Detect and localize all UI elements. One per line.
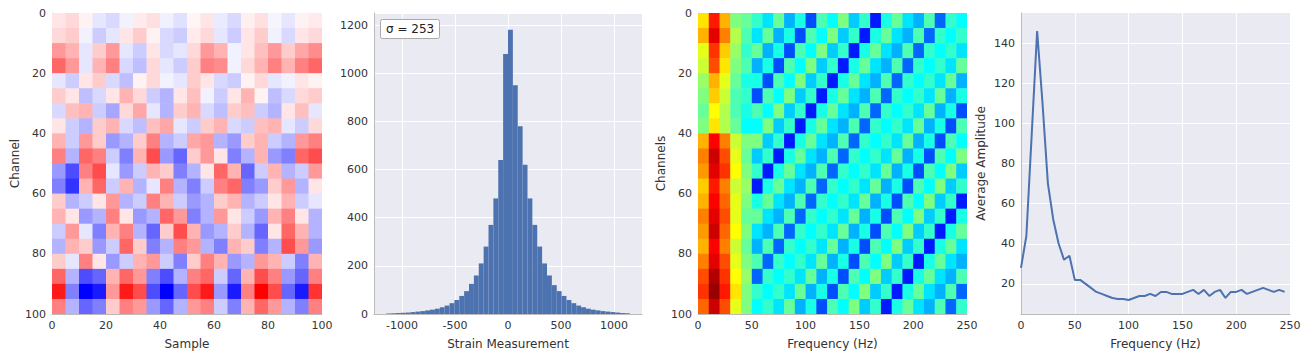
svg-text:0: 0 (49, 319, 56, 332)
svg-text:Frequency (Hz): Frequency (Hz) (1110, 337, 1201, 351)
svg-text:60: 60 (32, 187, 46, 200)
svg-text:-500: -500 (443, 319, 468, 332)
svg-text:60: 60 (678, 187, 692, 200)
svg-text:Frequency (Hz): Frequency (Hz) (787, 337, 878, 351)
svg-text:50: 50 (1068, 319, 1082, 332)
svg-text:σ = 253: σ = 253 (386, 22, 434, 36)
svg-text:0: 0 (695, 319, 702, 332)
svg-text:200: 200 (1226, 319, 1247, 332)
svg-text:200: 200 (903, 319, 924, 332)
svg-text:1200: 1200 (340, 19, 368, 32)
svg-text:40: 40 (678, 127, 692, 140)
svg-text:20: 20 (678, 67, 692, 80)
svg-text:200: 200 (347, 259, 368, 272)
svg-text:80: 80 (32, 247, 46, 260)
svg-text:150: 150 (1172, 319, 1193, 332)
svg-text:100: 100 (1118, 319, 1139, 332)
svg-text:140: 140 (994, 37, 1015, 50)
svg-text:Channel: Channel (8, 139, 22, 188)
svg-text:800: 800 (347, 115, 368, 128)
svg-text:100: 100 (25, 308, 46, 321)
svg-text:60: 60 (207, 319, 221, 332)
svg-text:20: 20 (1001, 277, 1015, 290)
svg-text:80: 80 (261, 319, 275, 332)
svg-text:0: 0 (361, 308, 368, 321)
svg-text:20: 20 (99, 319, 113, 332)
svg-text:150: 150 (849, 319, 870, 332)
svg-text:20: 20 (32, 67, 46, 80)
svg-text:-1000: -1000 (386, 319, 418, 332)
svg-text:80: 80 (1001, 157, 1015, 170)
svg-text:40: 40 (153, 319, 167, 332)
svg-text:1000: 1000 (600, 319, 628, 332)
svg-text:0: 0 (505, 319, 512, 332)
svg-text:Strain Measurement: Strain Measurement (447, 337, 569, 351)
svg-text:Sample: Sample (165, 337, 210, 351)
svg-text:60: 60 (1001, 197, 1015, 210)
svg-text:100: 100 (795, 319, 816, 332)
svg-text:0: 0 (685, 7, 692, 20)
svg-text:250: 250 (957, 319, 978, 332)
svg-text:100: 100 (312, 319, 333, 332)
svg-text:0: 0 (39, 7, 46, 20)
svg-text:120: 120 (994, 77, 1015, 90)
svg-text:1000: 1000 (340, 67, 368, 80)
svg-text:600: 600 (347, 163, 368, 176)
svg-text:80: 80 (678, 247, 692, 260)
svg-text:500: 500 (550, 319, 571, 332)
svg-text:Channels: Channels (654, 136, 668, 192)
svg-text:40: 40 (1001, 237, 1015, 250)
svg-text:250: 250 (1280, 319, 1301, 332)
svg-text:50: 50 (745, 319, 759, 332)
svg-text:100: 100 (671, 308, 692, 321)
svg-text:100: 100 (994, 117, 1015, 130)
svg-text:0: 0 (1018, 319, 1025, 332)
svg-text:Average Amplitude: Average Amplitude (974, 106, 988, 221)
svg-text:40: 40 (32, 127, 46, 140)
svg-text:400: 400 (347, 211, 368, 224)
